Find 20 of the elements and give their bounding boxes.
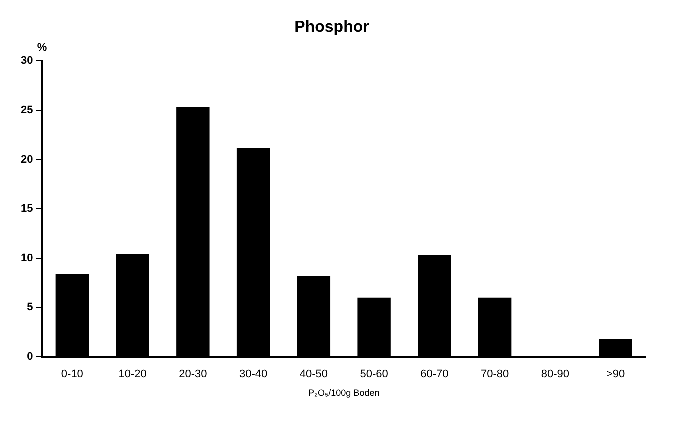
x-axis-title: P₂O₅/100g Boden	[308, 388, 380, 398]
chart-title: Phosphor	[294, 19, 370, 36]
x-tick-label: >90	[606, 368, 626, 381]
x-tick-label: 40-50	[300, 368, 328, 381]
y-tick-label: 20	[20, 154, 34, 166]
y-tick-label: 25	[20, 104, 34, 117]
x-tick-label: 50-60	[360, 368, 388, 381]
x-tick-label: 30-40	[239, 368, 268, 381]
x-tick-label: 80-90	[541, 368, 570, 381]
x-tick-label: 10-20	[118, 368, 147, 381]
y-tick-label: 10	[20, 252, 34, 264]
y-axis-title: %	[37, 42, 48, 54]
x-tick-label: 0-10	[61, 368, 84, 381]
x-tick-label: 70-80	[480, 368, 510, 381]
y-tick-label: 0	[27, 351, 34, 364]
x-tick-label: 60-70	[420, 368, 449, 381]
y-tick-label: 5	[27, 302, 34, 314]
y-tick-label: 15	[20, 203, 34, 216]
y-tick-label: 30	[20, 55, 34, 68]
x-tick-label: 20-30	[179, 368, 208, 381]
